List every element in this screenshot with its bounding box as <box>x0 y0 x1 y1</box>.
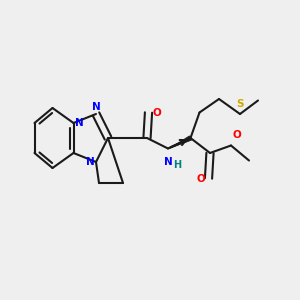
Text: N: N <box>86 157 94 167</box>
Text: O: O <box>152 107 161 118</box>
Text: O: O <box>197 173 206 184</box>
Text: H: H <box>173 160 181 170</box>
Polygon shape <box>169 136 192 148</box>
Text: N: N <box>75 118 84 128</box>
Text: O: O <box>232 130 241 140</box>
Text: S: S <box>236 99 244 109</box>
Text: N: N <box>92 103 100 112</box>
Text: N: N <box>164 157 172 167</box>
